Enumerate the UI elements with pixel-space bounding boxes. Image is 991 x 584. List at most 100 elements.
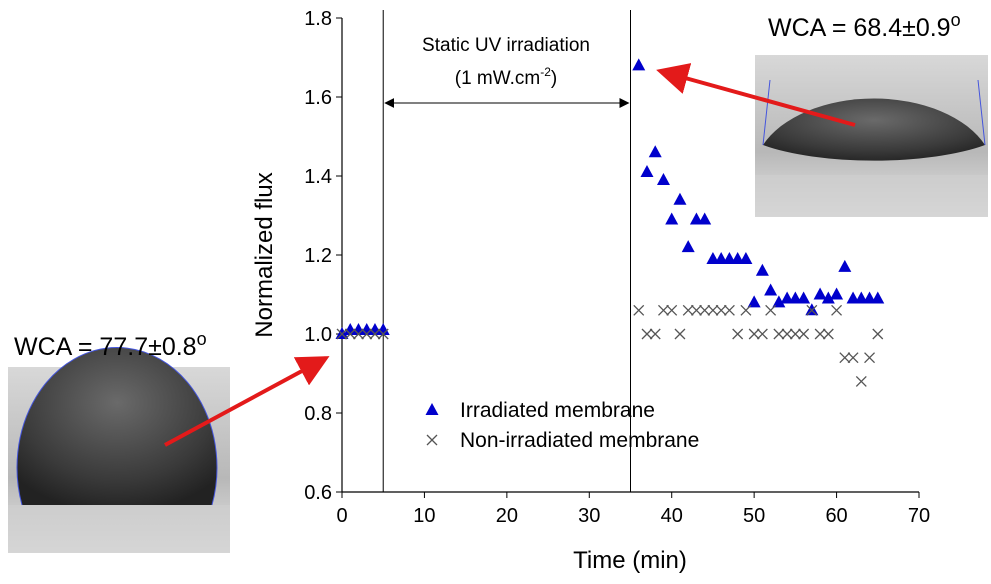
data-point xyxy=(821,291,835,304)
pointer-arrow xyxy=(164,356,330,447)
data-point xyxy=(747,295,761,308)
data-point xyxy=(690,304,702,316)
data-point xyxy=(847,352,859,364)
data-point xyxy=(633,304,645,316)
data-point xyxy=(822,328,834,340)
data-point xyxy=(863,291,877,304)
x-tick-label: 10 xyxy=(413,505,435,527)
data-point xyxy=(864,352,876,364)
data-point xyxy=(632,58,646,71)
data-point xyxy=(335,327,349,339)
wca-label: WCA = 77.7±0.8o xyxy=(14,329,207,361)
data-point xyxy=(368,323,382,336)
data-point xyxy=(781,328,793,340)
data-point xyxy=(640,165,654,178)
data-point xyxy=(714,251,728,264)
data-point xyxy=(707,304,719,316)
data-point xyxy=(871,291,885,304)
x-tick-label: 0 xyxy=(336,505,347,527)
data-point xyxy=(748,328,760,340)
data-point xyxy=(764,283,778,296)
y-tick-label: 1.0 xyxy=(304,324,332,346)
data-point xyxy=(788,291,802,304)
data-point xyxy=(666,304,678,316)
x-axis-title: Time (min) xyxy=(573,547,687,574)
y-axis-title: Normalized flux xyxy=(251,172,278,337)
annotation-part: (1 mW.cm xyxy=(455,68,541,89)
annotation: (1 mW.cm-2) xyxy=(455,65,558,89)
wca-sup: o xyxy=(197,329,207,349)
data-point xyxy=(839,352,851,364)
data-point xyxy=(715,304,727,316)
y-tick-label: 1.8 xyxy=(304,8,332,30)
y-tick-label: 0.8 xyxy=(304,403,332,425)
data-point xyxy=(706,251,720,264)
data-point xyxy=(336,328,348,340)
data-point xyxy=(351,323,365,336)
data-point xyxy=(805,303,819,316)
data-point xyxy=(831,304,843,316)
y-tick-label: 1.6 xyxy=(304,87,332,109)
data-point xyxy=(369,328,381,340)
annotation: Static UV irradiation xyxy=(422,35,590,56)
droplet-image-after xyxy=(755,55,988,217)
data-point xyxy=(772,295,786,308)
data-point xyxy=(344,328,356,340)
x-tick-label: 60 xyxy=(825,505,847,527)
data-point xyxy=(699,304,711,316)
data-point xyxy=(674,328,686,340)
data-point xyxy=(780,291,794,304)
data-point xyxy=(649,328,661,340)
data-point xyxy=(838,259,852,272)
data-point xyxy=(641,328,653,340)
data-point xyxy=(673,192,687,205)
data-point xyxy=(665,212,679,225)
data-point xyxy=(376,323,390,336)
data-point xyxy=(689,212,703,225)
pointer-arrow xyxy=(656,63,856,127)
data-point xyxy=(872,328,884,340)
data-point xyxy=(814,328,826,340)
data-point xyxy=(846,291,860,304)
data-point xyxy=(682,304,694,316)
x-tick-label: 30 xyxy=(578,505,600,527)
data-point xyxy=(377,328,389,340)
data-point xyxy=(732,328,744,340)
data-point xyxy=(361,328,373,340)
wca-text: WCA = 77.7±0.8 xyxy=(14,333,197,361)
data-point xyxy=(681,240,695,253)
data-point xyxy=(648,145,662,158)
data-point xyxy=(360,323,374,336)
data-point xyxy=(756,328,768,340)
annotation-part: ) xyxy=(551,68,557,89)
data-point xyxy=(731,251,745,264)
annotation-sup: -2 xyxy=(540,65,551,79)
wca-text: WCA = 68.4±0.9 xyxy=(768,14,951,42)
data-point xyxy=(854,291,868,304)
y-tick-label: 1.4 xyxy=(304,166,332,188)
data-point xyxy=(798,328,810,340)
data-point xyxy=(698,212,712,225)
data-point xyxy=(806,304,818,316)
legend-label: Non-irradiated membrane xyxy=(460,429,699,452)
x-tick-label: 40 xyxy=(661,505,683,527)
data-point xyxy=(740,304,752,316)
data-point xyxy=(830,287,844,300)
droplet-image-before xyxy=(8,347,230,553)
y-tick-label: 0.6 xyxy=(304,482,332,504)
wca-sup: o xyxy=(951,10,961,30)
data-point xyxy=(353,328,364,340)
data-point xyxy=(658,304,669,316)
data-point xyxy=(739,251,753,264)
x-tick-label: 20 xyxy=(496,505,518,527)
data-point xyxy=(765,304,777,316)
wca-label: WCA = 68.4±0.9o xyxy=(768,10,961,42)
x-tick-label: 50 xyxy=(743,505,765,527)
data-point xyxy=(789,328,801,340)
data-point xyxy=(755,263,769,276)
data-point xyxy=(425,403,439,415)
data-point xyxy=(656,172,670,185)
data-point xyxy=(773,328,785,340)
y-tick-label: 1.2 xyxy=(304,245,332,267)
